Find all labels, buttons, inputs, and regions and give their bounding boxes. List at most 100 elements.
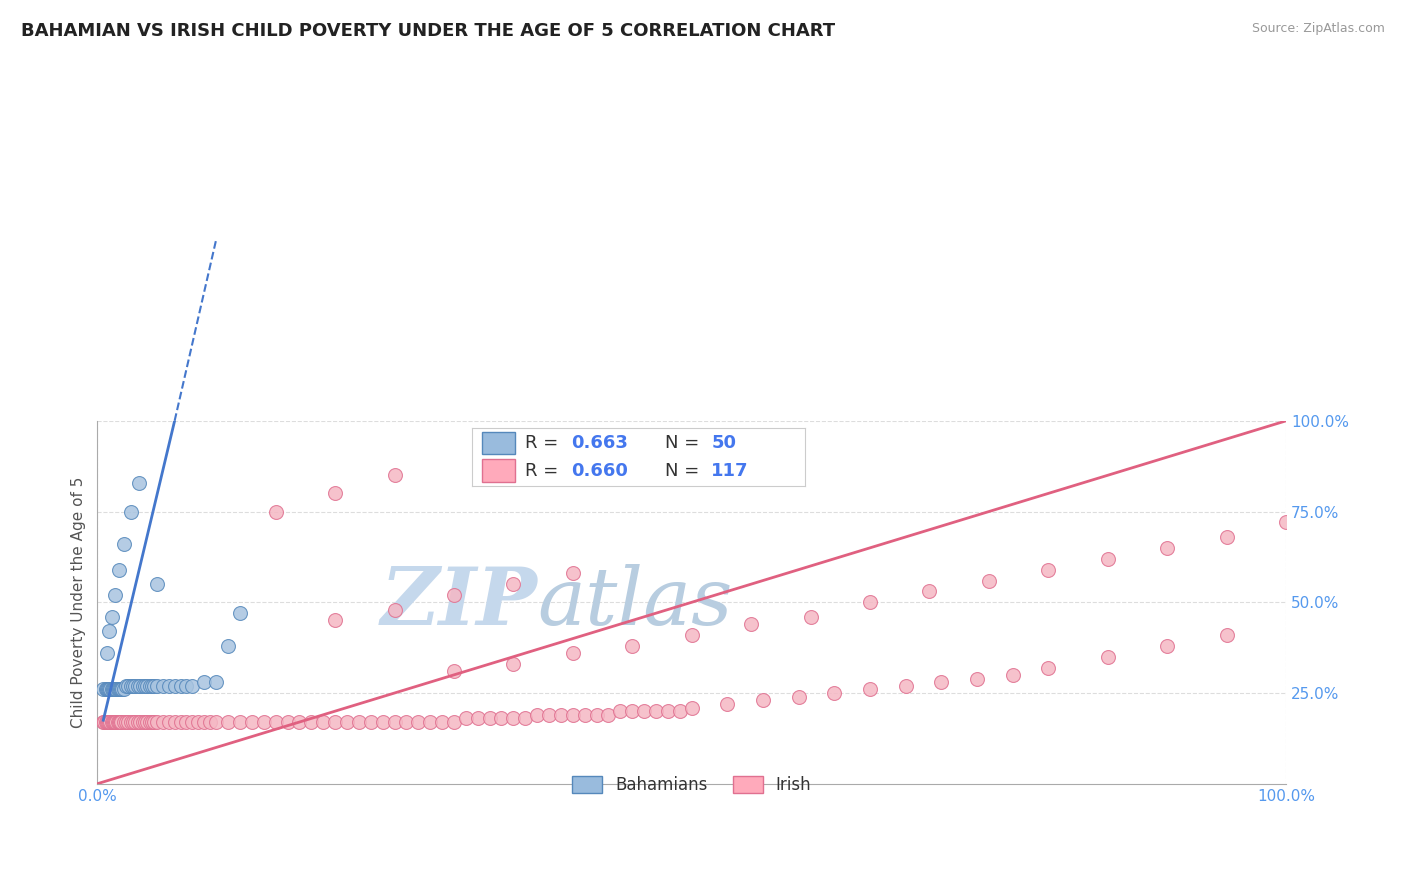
Point: [108, 714, 131, 729]
Point: [323, 614, 346, 628]
Point: [217, 714, 239, 729]
Point: [1038, 660, 1060, 674]
Point: [187, 714, 209, 729]
Point: [491, 711, 513, 725]
Point: [550, 707, 572, 722]
Point: [406, 714, 429, 729]
Point: [288, 714, 311, 729]
Point: [598, 707, 620, 722]
Point: [127, 679, 149, 693]
Point: [200, 714, 222, 729]
Point: [537, 707, 560, 722]
Point: [176, 679, 198, 693]
Point: [129, 714, 152, 729]
Point: [502, 711, 524, 725]
Point: [787, 690, 810, 704]
Point: [312, 714, 335, 729]
Point: [585, 707, 607, 722]
Point: [966, 672, 988, 686]
Point: [94, 682, 117, 697]
Point: [799, 609, 821, 624]
Point: [384, 602, 406, 616]
Point: [918, 584, 941, 599]
Point: [515, 711, 537, 725]
Point: [193, 714, 215, 729]
Point: [621, 639, 644, 653]
Point: [633, 704, 655, 718]
Point: [229, 606, 252, 620]
Point: [96, 682, 118, 697]
Point: [120, 505, 142, 519]
Point: [120, 714, 142, 729]
Point: [574, 707, 596, 722]
Point: [115, 679, 138, 693]
Point: [98, 682, 121, 697]
Point: [138, 714, 160, 729]
Point: [157, 679, 180, 693]
Point: [134, 714, 156, 729]
Point: [124, 714, 146, 729]
Point: [111, 682, 134, 697]
Point: [127, 714, 149, 729]
Point: [100, 714, 122, 729]
Point: [859, 682, 882, 697]
Point: [110, 682, 132, 697]
Point: [1038, 563, 1060, 577]
Point: [561, 566, 583, 581]
Point: [277, 714, 299, 729]
Point: [117, 714, 139, 729]
Point: [264, 505, 287, 519]
Point: [94, 714, 117, 729]
Point: [115, 714, 138, 729]
Point: [157, 714, 180, 729]
Point: [1275, 516, 1298, 530]
Point: [98, 714, 121, 729]
Point: [371, 714, 394, 729]
Point: [103, 682, 125, 697]
Point: [100, 714, 122, 729]
Point: [107, 714, 129, 729]
Point: [1156, 541, 1178, 555]
Point: [98, 624, 121, 639]
Point: [502, 577, 524, 591]
Point: [134, 679, 156, 693]
Point: [163, 679, 186, 693]
Point: [176, 714, 198, 729]
Point: [419, 714, 441, 729]
Point: [253, 714, 276, 729]
Point: [443, 588, 465, 602]
Point: [96, 714, 118, 729]
Point: [108, 682, 131, 697]
Point: [110, 714, 132, 729]
Point: [561, 707, 583, 722]
Point: [823, 686, 845, 700]
Point: [526, 707, 548, 722]
Point: [240, 714, 263, 729]
Point: [621, 704, 644, 718]
Point: [138, 679, 160, 693]
Point: [681, 700, 703, 714]
Point: [131, 679, 153, 693]
Point: [146, 577, 169, 591]
Point: [299, 714, 322, 729]
Point: [107, 682, 129, 697]
Point: [131, 714, 153, 729]
Point: [101, 682, 124, 697]
Point: [124, 679, 146, 693]
Point: [107, 563, 129, 577]
Point: [740, 617, 762, 632]
Point: [141, 714, 163, 729]
Point: [681, 628, 703, 642]
Point: [112, 537, 135, 551]
Point: [100, 609, 122, 624]
Point: [193, 675, 215, 690]
Point: [104, 588, 127, 602]
Point: [1097, 551, 1119, 566]
Point: [163, 714, 186, 729]
Point: [229, 714, 252, 729]
Point: [143, 714, 166, 729]
Point: [323, 486, 346, 500]
Point: [264, 714, 287, 729]
Point: [347, 714, 370, 729]
Point: [668, 704, 690, 718]
